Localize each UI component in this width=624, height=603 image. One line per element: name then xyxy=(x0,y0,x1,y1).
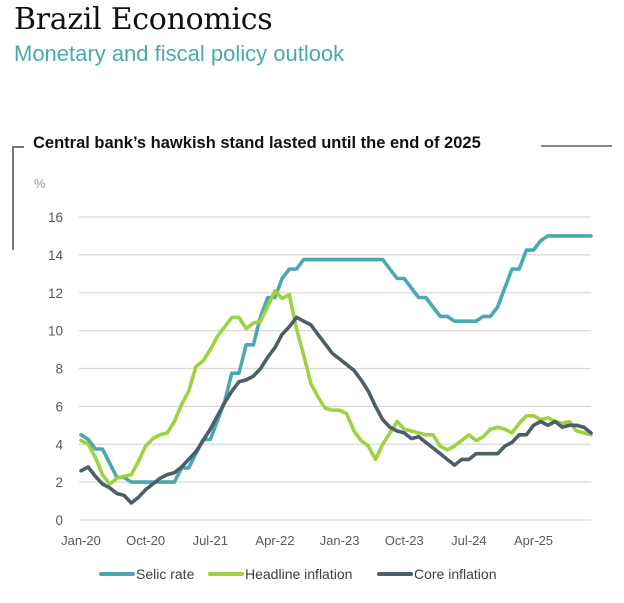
series-lines xyxy=(79,234,593,505)
y-tick-label: 8 xyxy=(55,362,63,377)
gridlines xyxy=(79,216,591,521)
chart-bracket-horizontal xyxy=(12,146,24,148)
y-tick-label: 0 xyxy=(55,513,63,528)
page-title: Brazil Economics xyxy=(14,2,273,37)
y-tick-label: 10 xyxy=(48,324,63,339)
x-tick-label: Jul-21 xyxy=(193,533,228,548)
legend-item-selic-rate[interactable]: Selic rate xyxy=(99,566,194,582)
y-tick-label: 14 xyxy=(48,248,64,263)
chart-title: Central bank’s hawkish stand lasted unti… xyxy=(33,134,481,152)
chart-title-rule xyxy=(541,145,612,147)
legend-item-core-inflation[interactable]: Core inflation xyxy=(377,566,497,582)
y-axis-ticks: 0 2 4 6 8 10 12 14 16 xyxy=(48,210,64,528)
x-axis-ticks: Jan-20 Oct-20 Jul-21 Apr-22 Jan-23 Oct-23 Jul-… xyxy=(61,533,553,548)
legend-label: Headline inflation xyxy=(245,566,353,582)
chart-legend: Selic rate Headline inflation Core infla… xyxy=(0,566,624,586)
legend-label: Selic rate xyxy=(136,566,195,582)
x-tick-label: Jan-23 xyxy=(320,533,360,548)
legend-swatch-selic-rate xyxy=(99,572,135,576)
chart-bracket-vertical xyxy=(12,146,14,250)
y-axis-unit-label: % xyxy=(34,176,46,191)
series-line-selic-rate xyxy=(79,234,593,484)
x-tick-label: Jan-20 xyxy=(61,533,101,548)
page-subtitle: Monetary and fiscal policy outlook xyxy=(14,41,345,66)
x-tick-label: Apr-22 xyxy=(255,533,294,548)
legend-label: Core inflation xyxy=(414,566,497,582)
y-tick-label: 2 xyxy=(55,475,63,490)
y-tick-label: 16 xyxy=(48,210,63,225)
series-line-core-inflation xyxy=(79,315,593,505)
x-tick-label: Oct-23 xyxy=(385,533,424,548)
x-tick-label: Jul-24 xyxy=(451,533,486,548)
y-tick-label: 6 xyxy=(55,399,63,414)
y-tick-label: 4 xyxy=(55,437,63,452)
legend-swatch-headline-inflation xyxy=(208,572,244,576)
x-tick-label: Apr-25 xyxy=(514,533,553,548)
legend-swatch-core-inflation xyxy=(377,572,413,576)
series-line-headline-inflation xyxy=(79,289,593,486)
legend-item-headline-inflation[interactable]: Headline inflation xyxy=(208,566,352,582)
y-tick-label: 12 xyxy=(48,286,63,301)
x-tick-label: Oct-20 xyxy=(126,533,165,548)
